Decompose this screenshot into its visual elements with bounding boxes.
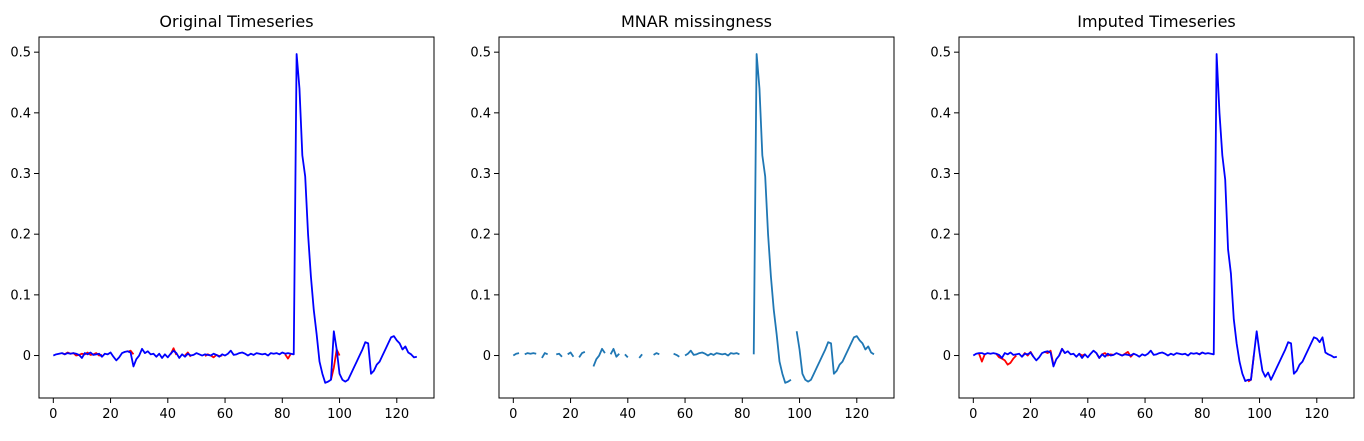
x-tick-label: 40: [620, 407, 637, 422]
x-tick-label: 120: [384, 407, 409, 422]
x-tick-label: 40: [160, 407, 177, 422]
series-1-line-8: [609, 347, 620, 358]
series-1-line-6: [578, 351, 586, 358]
x-tick-label: 120: [1304, 407, 1329, 422]
chart-panel-1: Original Timeseries 0 20 40 60 80 100 120 0 0.1 0.…: [10, 12, 435, 422]
series-1-line-13: [684, 349, 740, 357]
series-2-line-1: [972, 53, 1338, 382]
x-tick-label: 100: [1247, 407, 1272, 422]
x-tick-label: 60: [217, 407, 234, 422]
plot-frame: [958, 36, 1355, 399]
x-tick-label: 120: [844, 407, 869, 422]
x-tick-label: 40: [1080, 407, 1097, 422]
plot-frame: [498, 36, 895, 399]
x-tick-label: 100: [787, 407, 812, 422]
y-tick-label: 0.5: [10, 46, 31, 61]
y-tick-label: 0: [483, 349, 491, 364]
y-tick-label: 0.3: [470, 167, 491, 182]
chart-title: Imputed Timeseries: [1077, 12, 1236, 31]
x-tick-label: 20: [102, 407, 119, 422]
series-1-line-7: [330, 348, 341, 381]
series-1-line-5: [567, 351, 575, 358]
x-tick-label: 80: [734, 407, 751, 422]
series-1-line-6: [284, 353, 292, 360]
series-1-line-12: [673, 352, 680, 358]
series-1-line-1: [978, 353, 986, 363]
y-tick-label: 0.4: [930, 106, 951, 121]
y-tick-label: 0.1: [470, 288, 491, 303]
y-tick-label: 0.1: [930, 288, 951, 303]
x-tick-label: 0: [969, 407, 977, 422]
chart-title: MNAR missingness: [621, 12, 772, 31]
series-1-line-15: [795, 331, 875, 383]
y-tick-label: 0.4: [470, 106, 491, 121]
series-1-line-10: [638, 353, 643, 359]
x-tick-label: 20: [1022, 407, 1039, 422]
y-tick-label: 0: [943, 349, 951, 364]
y-tick-label: 0.3: [930, 167, 951, 182]
x-tick-label: 0: [509, 407, 517, 422]
y-tick-label: 0.4: [10, 106, 31, 121]
plot-frame: [38, 36, 435, 399]
y-tick-label: 0.2: [470, 228, 491, 243]
x-tick-label: 0: [49, 407, 57, 422]
chart-panel-3: Imputed Timeseries 0 20 40 60 80 100 120 0 0.1 0.2…: [930, 12, 1355, 422]
x-tick-label: 60: [1137, 407, 1154, 422]
series-1-line-2: [524, 352, 537, 356]
series-2-line-1: [52, 53, 418, 384]
y-tick-label: 0.2: [930, 228, 951, 243]
chart-panel-2: MNAR missingness 0 20 40 60 80 100 120 0 0.1 0.2 0.…: [470, 12, 895, 422]
x-tick-label: 60: [677, 407, 694, 422]
series-1-line-9: [624, 353, 629, 358]
series-1-line-4: [556, 352, 563, 358]
y-tick-label: 0: [23, 349, 31, 364]
chart-title: Original Timeseries: [159, 12, 313, 31]
y-tick-label: 0.3: [10, 167, 31, 182]
y-tick-label: 0.1: [10, 288, 31, 303]
x-tick-label: 80: [274, 407, 291, 422]
series-1-line-14: [752, 53, 792, 384]
series-1-line-1: [512, 352, 520, 357]
series-1-line-3: [541, 352, 549, 359]
x-tick-label: 100: [327, 407, 352, 422]
series-1-line-7: [592, 347, 606, 367]
x-tick-label: 20: [562, 407, 579, 422]
y-tick-label: 0.5: [930, 46, 951, 61]
series-1-line-2: [995, 353, 1017, 366]
y-tick-label: 0.5: [470, 46, 491, 61]
x-tick-label: 80: [1194, 407, 1211, 422]
series-1-line-11: [653, 352, 660, 356]
y-tick-label: 0.2: [10, 228, 31, 243]
